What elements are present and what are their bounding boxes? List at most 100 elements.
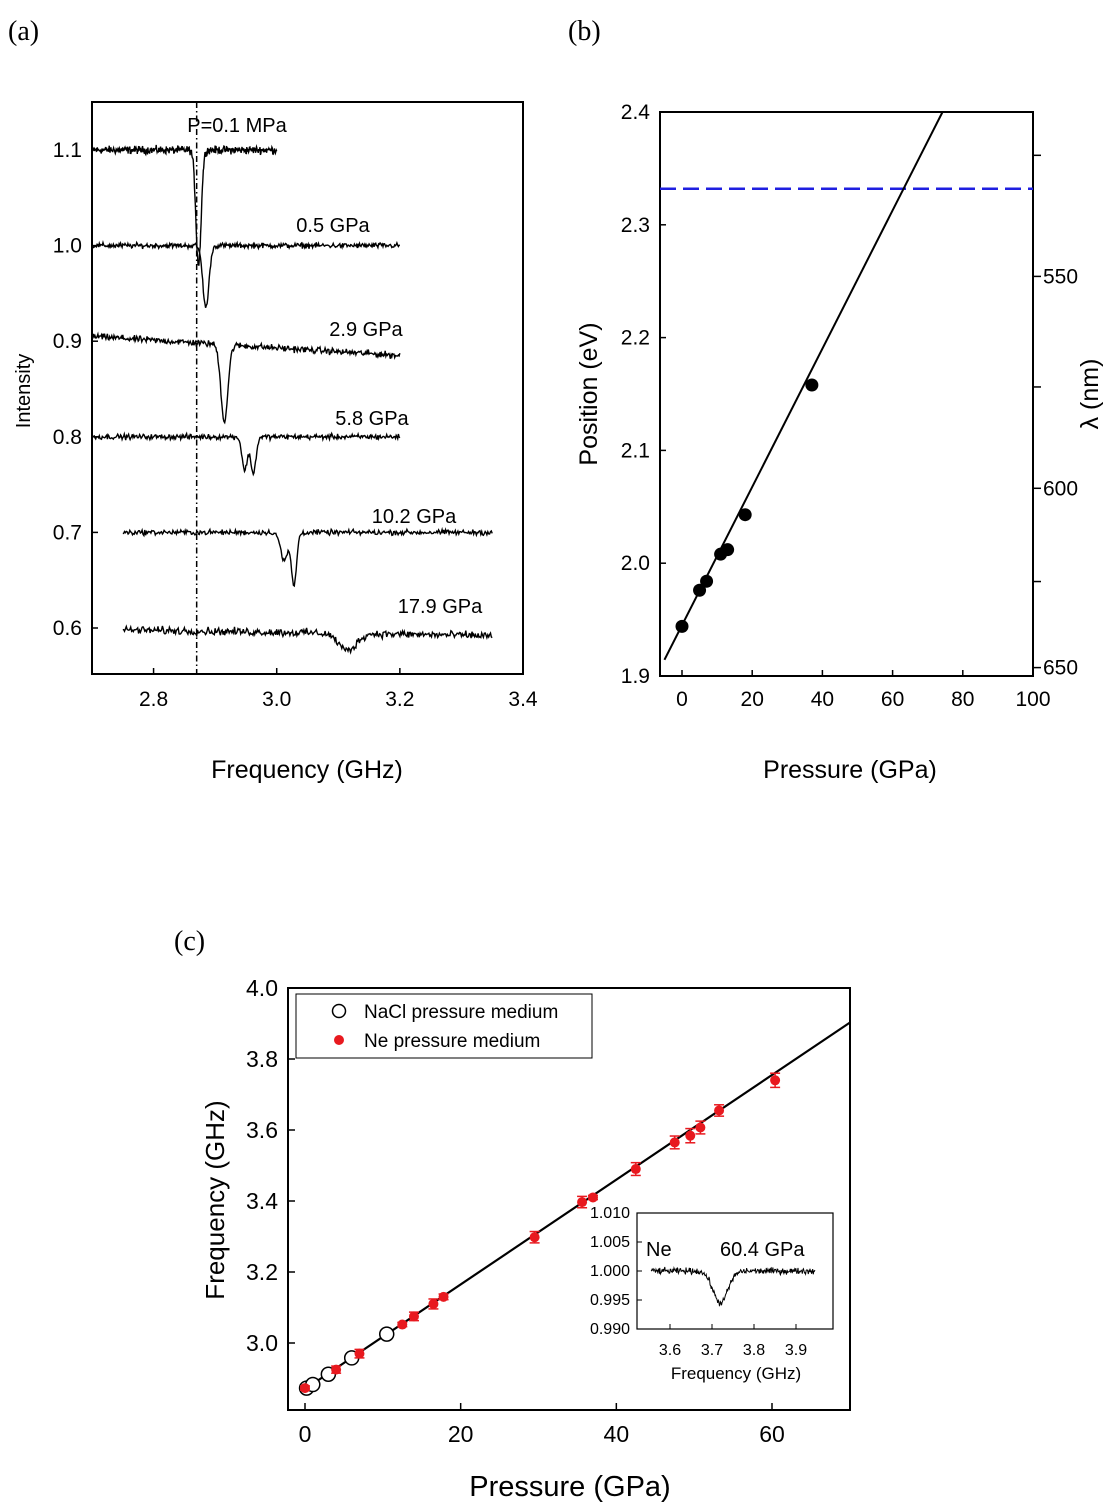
fit-line: [663, 111, 944, 661]
inset-y-tick-label: 1.005: [590, 1234, 630, 1251]
panel-b-xlabel: Pressure (GPa): [763, 756, 937, 784]
panel-c-frame: [287, 987, 851, 1411]
ne-point: [695, 1122, 706, 1133]
panel-a-label: (a): [8, 16, 39, 47]
data-point: [693, 583, 707, 597]
x-tick-label: 3.0: [262, 688, 291, 711]
trace-2: [91, 331, 401, 425]
x-tick-label: 40: [811, 688, 834, 711]
x-tick-label: 100: [1015, 688, 1050, 711]
trace-label-2: 2.9 GPa: [329, 319, 403, 341]
x-tick-label: 20: [741, 688, 764, 711]
panel-a-xlabel: Frequency (GHz): [211, 756, 403, 784]
inset-x-tick-label: 3.6: [659, 1342, 681, 1359]
x-tick-label: 0: [676, 688, 688, 711]
legend-nacl-label: NaCl pressure medium: [364, 1002, 558, 1023]
x-tick-label: 3.2: [385, 688, 414, 711]
x-tick-label: 60: [881, 688, 904, 711]
ne-point: [577, 1197, 588, 1208]
right-tick-label: 650: [1043, 657, 1078, 680]
trace-0: [91, 144, 278, 266]
inset-pressure-label: 60.4 GPa: [720, 1239, 805, 1261]
ne-point: [714, 1105, 725, 1116]
y-tick-label: 3.4: [246, 1188, 278, 1214]
x-tick-label: 0: [299, 1421, 312, 1447]
panel-c-legend: NaCl pressure medium Ne pressure medium: [295, 993, 593, 1059]
y-tick-label: 3.8: [246, 1046, 278, 1072]
ne-point: [770, 1075, 781, 1086]
data-point: [675, 619, 689, 633]
ne-point: [331, 1364, 342, 1375]
right-tick-label: 600: [1043, 477, 1078, 500]
y-tick-label: 2.4: [621, 101, 651, 124]
inset-x-tick-label: 3.7: [701, 1342, 723, 1359]
ne-point: [438, 1291, 449, 1302]
y-tick-label: 3.0: [246, 1330, 278, 1356]
ne-point: [685, 1130, 696, 1141]
panel-b-ylabel-right: λ (nm): [1076, 359, 1104, 430]
x-tick-label: 20: [448, 1421, 474, 1447]
panel-a-frame: [91, 101, 524, 675]
data-point: [738, 508, 752, 522]
legend-ne-marker: [334, 1035, 344, 1045]
data-point: [805, 378, 819, 392]
y-tick-label: 2.0: [621, 552, 650, 575]
ne-point: [669, 1137, 680, 1148]
y-tick-label: 0.9: [53, 330, 82, 353]
panel-c-xlabel: Pressure (GPa): [469, 1471, 670, 1503]
y-tick-label: 0.6: [53, 617, 82, 640]
inset-y-tick-label: 0.995: [590, 1292, 630, 1309]
y-tick-label: 1.1: [53, 139, 82, 162]
data-point: [721, 543, 735, 557]
panel-b-ylabel: Position (eV): [575, 322, 603, 465]
inset-x-tick-label: 3.9: [785, 1342, 807, 1359]
trace-label-4: 10.2 GPa: [372, 506, 457, 528]
y-tick-label: 2.2: [621, 327, 650, 350]
x-tick-label: 2.8: [139, 688, 168, 711]
y-tick-label: 3.2: [246, 1259, 278, 1285]
y-tick-label: 2.1: [621, 439, 650, 462]
panel-a: (a) P=0.1 MPa 0.5 GPa 2.9 GPa 5.8 GPa 10.2 G…: [8, 16, 538, 784]
trace-1: [91, 240, 400, 308]
x-tick-label: 80: [951, 688, 974, 711]
inset-spectrum-trace: [650, 1266, 816, 1307]
inset-y-tick-label: 0.990: [590, 1321, 630, 1338]
trace-3: [91, 431, 401, 477]
trace-4: [122, 526, 493, 588]
panel-b-label: (b): [568, 16, 601, 47]
y-tick-label: 2.3: [621, 214, 650, 237]
trace-5: [122, 624, 493, 655]
y-tick-label: 1.0: [53, 235, 82, 258]
x-tick-label: 60: [759, 1421, 785, 1447]
ne-point: [529, 1232, 540, 1243]
data-point: [700, 574, 714, 588]
y-tick-label: 0.8: [53, 426, 82, 449]
inset-y-tick-label: 1.010: [590, 1205, 630, 1222]
ne-point: [587, 1192, 598, 1203]
panel-b: (b) 0 20 40 60 80 100 1.9 2.0 2.1 2.2 2.3 2.4 550 6…: [568, 16, 1104, 784]
trace-label-0: P=0.1 MPa: [187, 115, 287, 137]
ne-point: [428, 1298, 439, 1309]
panel-c-ylabel: Frequency (GHz): [200, 1100, 230, 1299]
nacl-point: [378, 1326, 395, 1342]
trace-label-5: 17.9 GPa: [398, 596, 483, 618]
ne-point: [354, 1348, 365, 1359]
y-tick-label: 4.0: [246, 975, 278, 1001]
x-tick-label: 40: [604, 1421, 630, 1447]
inset-xlabel: Frequency (GHz): [671, 1364, 801, 1383]
trace-label-1: 0.5 GPa: [296, 215, 370, 237]
ne-point: [300, 1383, 310, 1394]
x-tick-label: 3.4: [508, 688, 538, 711]
panel-b-frame: [659, 111, 1034, 677]
ne-point: [408, 1311, 419, 1322]
inset-x-tick-label: 3.8: [743, 1342, 765, 1359]
legend-ne-label: Ne pressure medium: [364, 1031, 540, 1052]
trace-label-3: 5.8 GPa: [335, 408, 409, 430]
y-tick-label: 3.6: [246, 1117, 278, 1143]
inset-ne-label: Ne: [646, 1239, 672, 1261]
ne-point: [630, 1164, 641, 1175]
y-tick-label: 1.9: [621, 665, 650, 688]
inset-y-tick-label: 1.000: [590, 1263, 630, 1280]
panel-c-inset: 3.6 3.7 3.8 3.9 1.010 1.005 1.000 0.995 0.990 N…: [590, 1205, 834, 1383]
